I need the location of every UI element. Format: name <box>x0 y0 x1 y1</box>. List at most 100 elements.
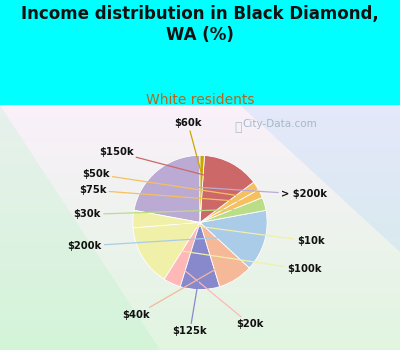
Bar <box>0 109 400 111</box>
Bar <box>0 191 400 193</box>
Bar <box>0 228 400 230</box>
Text: City-Data.com: City-Data.com <box>243 119 317 129</box>
Bar <box>0 297 400 299</box>
Bar <box>0 170 400 173</box>
Wedge shape <box>164 223 200 287</box>
Wedge shape <box>133 223 200 279</box>
Bar <box>0 281 400 283</box>
Bar <box>0 158 400 160</box>
Text: $10k: $10k <box>154 220 324 246</box>
Bar <box>0 336 400 338</box>
Bar <box>0 213 400 215</box>
Bar <box>0 142 400 144</box>
Bar <box>0 262 400 264</box>
Polygon shape <box>0 105 160 350</box>
Bar <box>0 309 400 311</box>
Polygon shape <box>240 105 400 252</box>
Bar <box>0 330 400 332</box>
Text: $60k: $60k <box>174 118 202 172</box>
Bar <box>0 132 400 134</box>
Bar <box>0 127 400 130</box>
Bar <box>0 289 400 291</box>
Bar <box>0 307 400 309</box>
Bar <box>0 195 400 197</box>
Bar <box>0 248 400 250</box>
Bar <box>0 105 400 107</box>
Bar <box>0 326 400 328</box>
Wedge shape <box>134 155 200 223</box>
Bar <box>0 252 400 254</box>
Bar <box>0 242 400 244</box>
Bar <box>0 246 400 248</box>
Wedge shape <box>200 155 204 223</box>
Bar <box>0 328 400 330</box>
Bar <box>0 225 400 228</box>
Bar <box>0 140 400 142</box>
Text: $20k: $20k <box>182 268 264 329</box>
Bar <box>0 121 400 124</box>
Bar <box>0 219 400 222</box>
Bar <box>0 215 400 217</box>
Wedge shape <box>200 155 254 223</box>
Bar <box>0 268 400 270</box>
Bar <box>0 258 400 260</box>
Bar <box>0 315 400 317</box>
Bar <box>0 305 400 307</box>
Wedge shape <box>180 223 220 289</box>
Bar <box>0 344 400 346</box>
Bar <box>0 197 400 199</box>
Bar <box>0 285 400 287</box>
Bar <box>0 205 400 207</box>
Bar <box>0 256 400 258</box>
Bar <box>0 230 400 232</box>
Bar <box>0 321 400 323</box>
Bar <box>0 166 400 168</box>
Bar <box>0 207 400 209</box>
Bar <box>0 222 400 223</box>
Bar <box>0 317 400 319</box>
Text: $200k: $200k <box>68 236 244 251</box>
Bar <box>0 266 400 268</box>
Bar <box>0 107 400 109</box>
Bar <box>0 146 400 148</box>
Wedge shape <box>200 223 249 287</box>
Bar <box>0 187 400 189</box>
Bar <box>0 238 400 240</box>
Bar <box>0 138 400 140</box>
Bar <box>0 113 400 115</box>
Bar <box>0 193 400 195</box>
Text: $40k: $40k <box>122 265 223 320</box>
Bar <box>0 323 400 326</box>
Bar <box>0 319 400 321</box>
Bar <box>0 117 400 119</box>
Bar <box>0 223 400 225</box>
Bar <box>0 178 400 181</box>
Bar <box>0 236 400 238</box>
Bar <box>0 154 400 156</box>
Bar <box>0 150 400 152</box>
Bar <box>0 240 400 242</box>
Bar <box>0 311 400 313</box>
Wedge shape <box>133 210 200 228</box>
Wedge shape <box>200 210 267 268</box>
Bar <box>0 173 400 174</box>
Text: $75k: $75k <box>79 185 241 201</box>
Bar <box>0 201 400 203</box>
Bar <box>0 111 400 113</box>
Bar <box>0 274 400 277</box>
Bar <box>0 332 400 334</box>
Bar <box>0 211 400 213</box>
Bar <box>0 176 400 178</box>
Bar <box>0 183 400 185</box>
Bar <box>0 148 400 150</box>
Bar <box>0 115 400 117</box>
Bar <box>0 144 400 146</box>
Wedge shape <box>200 197 266 223</box>
Bar <box>0 189 400 191</box>
Text: $125k: $125k <box>173 274 207 336</box>
Text: $50k: $50k <box>82 169 238 196</box>
Bar <box>0 119 400 121</box>
Bar <box>0 209 400 211</box>
Bar <box>0 130 400 132</box>
Bar <box>0 125 400 127</box>
